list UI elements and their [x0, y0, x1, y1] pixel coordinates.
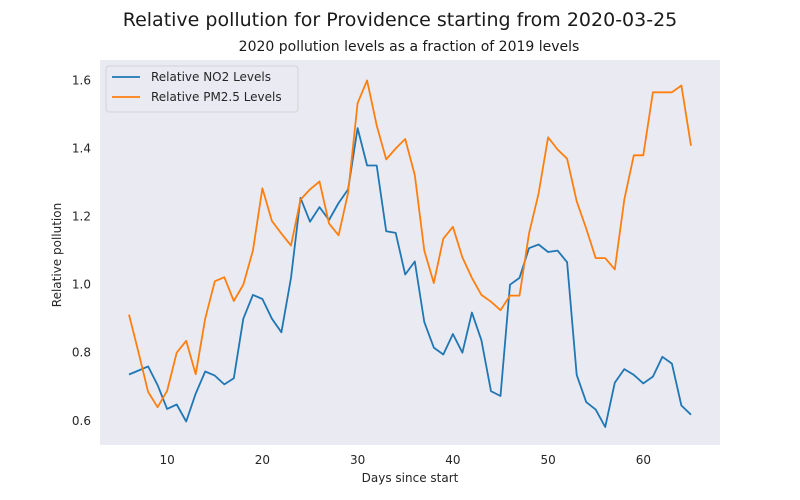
plot-area: [100, 60, 720, 445]
x-tick-label: 10: [160, 453, 175, 467]
legend-label-no2: Relative NO2 Levels: [151, 70, 271, 84]
y-tick-label: 0.6: [72, 414, 91, 428]
x-tick-label: 40: [445, 453, 460, 467]
legend-box: [105, 65, 299, 113]
chart-title: Relative pollution for Providence starti…: [123, 9, 678, 31]
no2-series-line: [128, 127, 692, 428]
y-tick-label: 1.0: [72, 278, 91, 292]
y-axis-label: Relative pollution: [50, 203, 64, 307]
x-tick-label: 20: [255, 453, 270, 467]
legend-label-pm25: Relative PM2.5 Levels: [151, 90, 282, 104]
y-tick-label: 0.8: [72, 346, 91, 360]
y-axis-ticks: 0.6 0.8 1.0 1.2 1.4 1.6: [72, 73, 91, 427]
x-tick-label: 60: [636, 453, 651, 467]
y-tick-label: 1.2: [72, 210, 91, 224]
x-axis-ticks: 10 20 30 40 50 60: [160, 453, 651, 467]
pm25-series-line: [128, 79, 692, 409]
x-tick-label: 30: [350, 453, 365, 467]
x-axis-label: Days since start: [362, 471, 459, 485]
y-tick-label: 1.6: [72, 73, 91, 87]
x-tick-label: 50: [540, 453, 555, 467]
legend: Relative NO2 Levels Relative PM2.5 Level…: [105, 65, 299, 113]
chart-subtitle: 2020 pollution levels as a fraction of 2…: [239, 39, 580, 55]
series-lines: [128, 79, 692, 428]
y-tick-label: 1.4: [72, 142, 91, 156]
